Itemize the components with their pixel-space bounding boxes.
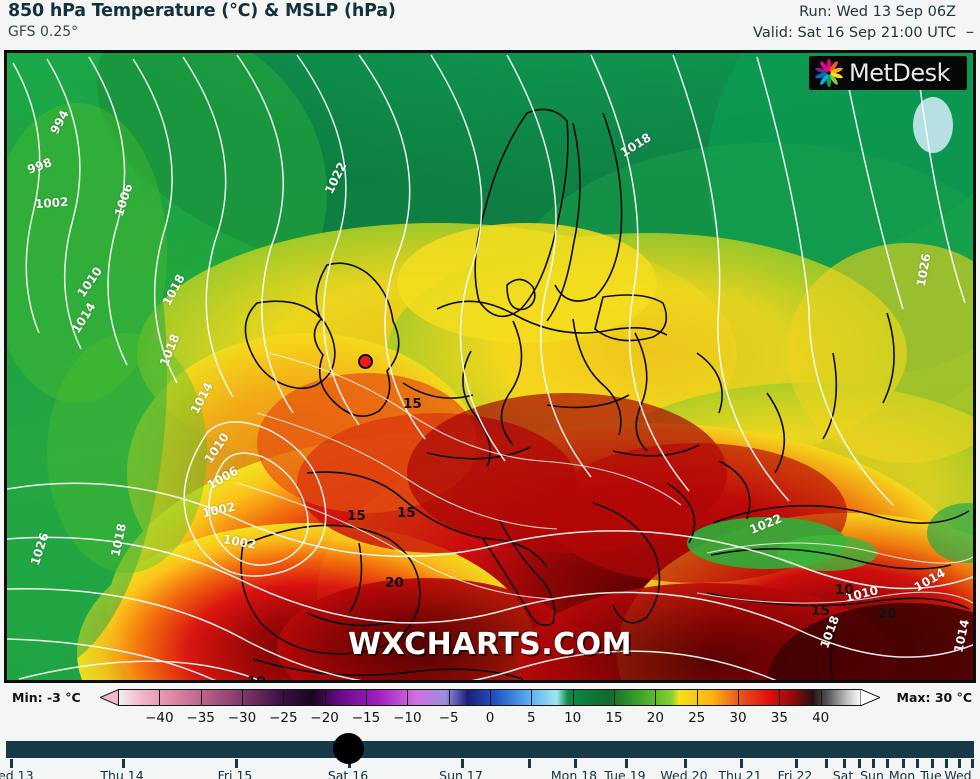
time-tick	[916, 759, 919, 768]
colorbar-tick-label: −5	[438, 710, 459, 726]
colorbar-tick-label: 15	[605, 710, 623, 726]
time-tick	[958, 759, 961, 768]
colorbar-max-label: Max: 30 °C	[896, 690, 972, 705]
colorbar-tick-label: 35	[770, 710, 788, 726]
time-day-label[interactable]: Sun	[860, 768, 884, 779]
time-tick	[971, 759, 974, 768]
run-info-block: Run: Wed 13 Sep 06Z Valid: Sat 16 Sep 21…	[753, 2, 956, 44]
colorbar-tick	[159, 689, 161, 706]
time-tick	[625, 759, 628, 768]
colorbar-tick-label: 0	[485, 710, 495, 726]
time-day-label[interactable]: Tue	[920, 768, 942, 779]
weather-map[interactable]: 994 998 1002 1006 1010 1014 1018 1018 1014 1010 10…	[4, 50, 976, 683]
time-tick	[931, 759, 934, 768]
colorbar-tick	[614, 689, 615, 706]
colorbar-tick-label: −30	[227, 710, 257, 726]
colorbar-tick-label: −10	[393, 710, 422, 726]
map-canvas: 994 998 1002 1006 1010 1014 1018 1018 1014 1010 10…	[7, 53, 973, 680]
time-day-label[interactable]: Thu 21	[718, 768, 762, 779]
colorbar-tick	[531, 689, 533, 706]
colorbar-right-arrow-icon	[860, 689, 880, 706]
time-tick	[10, 759, 13, 768]
colorbar-tick	[242, 689, 243, 706]
colorbar-tick	[490, 689, 491, 706]
colorbar-tick-label: 25	[688, 710, 706, 726]
time-tick	[122, 759, 125, 768]
colorbar-tick-label: 30	[729, 710, 747, 726]
colorbar-tick-label: 40	[812, 710, 830, 726]
time-tick	[461, 759, 464, 768]
colorbar-tick	[655, 689, 657, 706]
pinwheel-icon	[815, 59, 843, 87]
colorbar-tick-label: −35	[186, 710, 215, 726]
colorbar-tick-labels: −40 −35 −30 −25 −20 −15 −10 −5 0 5 10 15 20 25 30 35 40	[100, 710, 880, 730]
run-time-label: Run: Wed 13 Sep 06Z	[799, 4, 956, 20]
time-day-label[interactable]: Fri 15	[217, 768, 253, 779]
colorbar-tick	[283, 689, 285, 706]
time-tick	[858, 759, 861, 768]
header-bar: 850 hPa Temperature (°C) & MSLP (hPa) GF…	[0, 0, 980, 50]
colorbar-tick	[696, 689, 698, 706]
time-day-label[interactable]: Wed 13	[0, 768, 34, 779]
colorbar-min-label: Min: -3 °C	[12, 690, 81, 705]
colorbar-tick-label: 20	[646, 710, 664, 726]
time-tick	[528, 759, 531, 768]
time-tick	[795, 759, 798, 768]
colorbar-tick-label: −25	[269, 710, 298, 726]
time-day-label[interactable]: Wed	[944, 768, 972, 779]
colorbar-tick	[407, 689, 409, 706]
watermark-text: WXCHARTS.COM	[347, 627, 633, 662]
chart-title: 850 hPa Temperature (°C) & MSLP (hPa)	[8, 1, 396, 21]
colorbar-tick-label: −20	[310, 710, 339, 726]
time-day-label[interactable]: Fri 22	[777, 768, 813, 779]
time-tick	[886, 759, 889, 768]
time-day-label[interactable]: Tue 19	[604, 768, 646, 779]
colorbar-left-arrow-icon	[100, 689, 120, 706]
colorbar-tick-label: −40	[145, 710, 174, 726]
time-tick	[740, 759, 743, 768]
colorbar-tick-label: −15	[351, 710, 381, 726]
time-day-label[interactable]: Thu 14	[100, 768, 144, 779]
colorbar-tick	[779, 689, 781, 706]
time-day-label[interactable]: Sun 17	[439, 768, 483, 779]
colorbar-tick	[738, 689, 739, 706]
time-tick	[872, 759, 875, 768]
time-tick	[825, 759, 828, 768]
title-block: 850 hPa Temperature (°C) & MSLP (hPa) GF…	[8, 1, 396, 41]
colorbar-tick	[324, 689, 326, 706]
time-slider-track[interactable]	[6, 741, 974, 758]
model-subtitle: GFS 0.25°	[8, 24, 79, 40]
time-tick	[235, 759, 238, 768]
time-day-label[interactable]: Wed 20	[660, 768, 708, 779]
time-day-label[interactable]: Sat	[832, 768, 854, 779]
map-raster	[7, 53, 973, 680]
colorbar-scale[interactable]	[100, 688, 880, 708]
colorbar-tick	[366, 689, 367, 706]
time-tick	[843, 759, 846, 768]
colorbar-tick	[572, 689, 574, 706]
colorbar-tick-label: 10	[564, 710, 582, 726]
metdesk-logo[interactable]: MetDesk	[809, 56, 967, 90]
location-marker-icon[interactable]	[358, 354, 373, 369]
colorbar-tick-label: 5	[527, 710, 536, 726]
colorbar: Min: -3 °C Max: 30 °C −40 −35 −30 −25 −20 −15…	[0, 688, 980, 732]
colorbar-tick	[820, 689, 822, 706]
colorbar-tick	[200, 689, 202, 706]
time-tick	[945, 759, 948, 768]
time-tick	[902, 759, 905, 768]
valid-time-label: Valid: Sat 16 Sep 21:00 UTC	[753, 25, 956, 41]
metdesk-wordmark: MetDesk	[849, 59, 951, 87]
time-day-label[interactable]: Mon	[888, 768, 916, 779]
time-day-label[interactable]: Mon 18	[550, 768, 598, 779]
time-slider[interactable]: Wed 13 Thu 14 Fri 15 Sat 16 Sun 17 Mon 18 Tue …	[0, 733, 980, 779]
colorbar-tick	[448, 689, 450, 706]
time-tick	[574, 759, 577, 768]
collapse-icon[interactable]: –	[965, 21, 975, 42]
time-tick	[684, 759, 687, 768]
time-slider-handle[interactable]	[333, 733, 364, 764]
time-day-label[interactable]: Sat 16	[327, 768, 369, 779]
